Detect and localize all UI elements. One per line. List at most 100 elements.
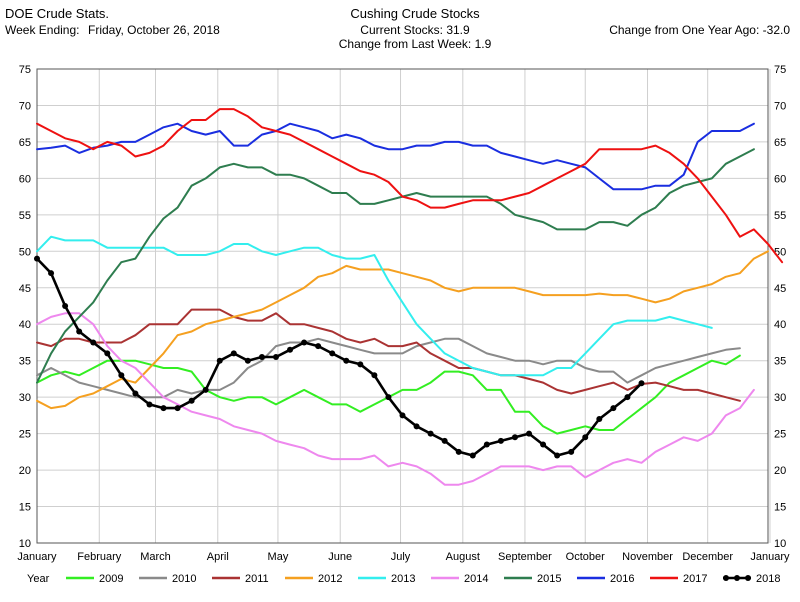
series-2018-point (132, 390, 139, 397)
series-2018-point (188, 397, 195, 404)
y-tick-label-left: 25 (19, 429, 31, 441)
series-2018-point (48, 270, 55, 277)
y-tick-label-left: 15 (19, 502, 31, 514)
legend-marker-2018 (734, 575, 740, 581)
y-tick-label-left: 65 (19, 137, 31, 149)
series-2018-point (469, 452, 476, 459)
series-2013-group (36, 235, 713, 377)
legend-label-2016: 2016 (610, 573, 634, 585)
series-2018-point (455, 448, 462, 455)
legend-label-2014: 2014 (464, 573, 488, 585)
legend-label-2018: 2018 (756, 573, 780, 585)
series-2011-group (36, 308, 741, 402)
series-2016-line (36, 122, 755, 191)
legend: Year 2009 2010 2011 2012 2013 2014 2015 2016 2017… (27, 573, 780, 585)
legend-label-2009: 2009 (99, 573, 123, 585)
series-2018-point (540, 441, 547, 448)
y-tick-label-right: 20 (774, 465, 786, 477)
series-2013-line (36, 235, 713, 377)
series-2018-point (160, 405, 167, 412)
series-2018-point (483, 441, 490, 448)
legend-label-2012: 2012 (318, 573, 342, 585)
plot-frame (36, 68, 769, 544)
series-2018-point (610, 405, 617, 412)
y-tick-label-right: 55 (774, 210, 786, 222)
x-tick-label: January (17, 551, 57, 563)
x-tick-label: September (498, 551, 552, 563)
y-tick-label-left: 50 (19, 246, 31, 258)
y-tick-label-left: 20 (19, 465, 31, 477)
series-2018-point (34, 255, 40, 262)
y-tick-label-right: 50 (774, 246, 786, 258)
y-tick-label-right: 35 (774, 356, 786, 368)
y-tick-label-left: 45 (19, 283, 31, 295)
series-2018-point (230, 350, 237, 357)
y-tick-label-left: 75 (19, 64, 31, 76)
series-2018-point (554, 452, 561, 459)
change-year-ago: Change from One Year Ago: -32.0 (609, 23, 790, 37)
y-tick-label-left: 70 (19, 100, 31, 112)
series-2018-point (329, 350, 336, 357)
series-2018-point (146, 401, 153, 408)
legend-title: Year (27, 573, 50, 585)
series-2018-point (582, 434, 589, 441)
series-2018-point (624, 394, 631, 401)
y-tick-label-left: 30 (19, 392, 31, 404)
x-tick-label: April (207, 551, 229, 563)
series-2018-point (76, 328, 83, 335)
x-tick-label: July (391, 551, 411, 563)
legend-label-2011: 2011 (245, 573, 269, 585)
x-tick-label: February (77, 551, 122, 563)
series-2018-point (399, 412, 406, 419)
series-2018-point (118, 372, 125, 379)
series-2010-line (36, 337, 741, 399)
series-2018-point (315, 343, 322, 350)
x-tick-label: May (268, 551, 289, 563)
series-2018-point (216, 357, 223, 364)
y-tick-label-left: 55 (19, 210, 31, 222)
y-tick-label-left: 40 (19, 319, 31, 331)
series-2016-group (36, 122, 755, 191)
current-stocks: Current Stocks: 31.9 (360, 23, 470, 37)
y-tick-label-left: 60 (19, 173, 31, 185)
x-tick-label: March (140, 551, 171, 563)
y-tick-label-right: 60 (774, 173, 786, 185)
series-2018-point (272, 354, 279, 361)
series-2018-point (244, 357, 251, 364)
app-title: DOE Crude Stats. (5, 6, 110, 21)
y-tick-label-left: 10 (19, 538, 31, 550)
y-tick-label-right: 25 (774, 429, 786, 441)
x-tick-label: January (750, 551, 790, 563)
series-2018-point (385, 394, 392, 401)
y-tick-label-right: 30 (774, 392, 786, 404)
x-tick-label: August (446, 551, 480, 563)
week-ending-date: Friday, October 26, 2018 (88, 23, 220, 37)
y-tick-label-right: 15 (774, 502, 786, 514)
legend-label-2010: 2010 (172, 573, 196, 585)
series-2018-point (511, 434, 518, 441)
y-tick-label-right: 10 (774, 538, 786, 550)
series-2014-group (36, 312, 755, 486)
series-2018-point (427, 430, 434, 437)
series-2018-point (287, 346, 294, 353)
series-2018-point (301, 339, 308, 346)
series-2015-line (36, 148, 755, 384)
series-2018-point (202, 386, 209, 393)
series-2017-group (36, 108, 784, 264)
series-2012-group (36, 250, 769, 410)
series-2011-line (36, 308, 741, 402)
series-2018-point (568, 448, 575, 455)
x-tick-label: December (682, 551, 733, 563)
x-tick-label: November (622, 551, 673, 563)
series-2018-group (34, 255, 645, 459)
series-2014-line (36, 312, 755, 486)
plot-area (37, 69, 768, 543)
series-2018-point (497, 437, 504, 444)
series-2018-point (413, 423, 420, 430)
series-2017-line (36, 108, 784, 264)
y-tick-label-right: 75 (774, 64, 786, 76)
y-tick-label-right: 45 (774, 283, 786, 295)
series-2018-point (357, 361, 364, 368)
series-2018-point (638, 380, 645, 387)
